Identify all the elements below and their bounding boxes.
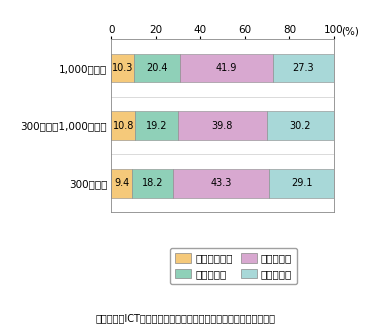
Text: 10.8: 10.8	[113, 121, 134, 130]
Bar	[267, 111, 334, 140]
Bar	[180, 53, 273, 82]
Text: 9.4: 9.4	[114, 178, 129, 188]
Bar	[173, 169, 269, 198]
Text: 29.1: 29.1	[291, 178, 312, 188]
Text: 18.2: 18.2	[142, 178, 163, 188]
Text: 41.9: 41.9	[216, 63, 237, 73]
Text: 19.2: 19.2	[146, 121, 167, 130]
Bar	[178, 111, 267, 140]
Bar	[134, 53, 180, 82]
Text: 30.2: 30.2	[289, 121, 311, 130]
Bar	[273, 53, 334, 82]
Text: 39.8: 39.8	[212, 121, 233, 130]
Bar	[111, 111, 135, 140]
Text: （出典）「ICT産業の国際競争力とイノベーションに関する調査」: （出典）「ICT産業の国際競争力とイノベーションに関する調査」	[95, 313, 276, 323]
Text: 20.4: 20.4	[146, 63, 168, 73]
Bar	[132, 169, 173, 198]
Bar	[111, 169, 132, 198]
Text: 10.3: 10.3	[112, 63, 134, 73]
Text: 27.3: 27.3	[292, 63, 314, 73]
Bar	[269, 169, 334, 198]
Text: (%): (%)	[341, 26, 359, 36]
Legend: 市場・顧客系, 社内情報系, 業務処理系, インフラ系: 市場・顧客系, 社内情報系, 業務処理系, インフラ系	[170, 248, 297, 284]
Text: 43.3: 43.3	[210, 178, 232, 188]
Bar	[111, 53, 134, 82]
Bar	[135, 111, 178, 140]
